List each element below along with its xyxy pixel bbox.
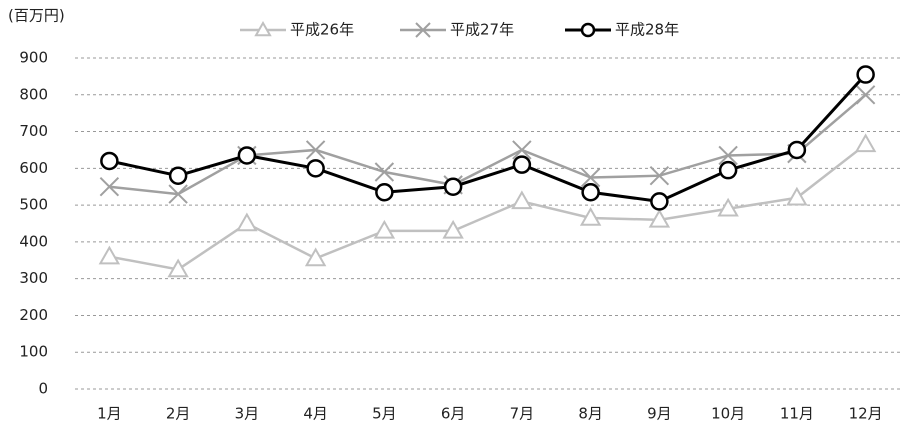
marker	[855, 85, 876, 105]
marker	[511, 190, 533, 210]
x-tick-label: 5月	[372, 405, 397, 423]
marker	[650, 192, 669, 211]
legend-label: 平成27年	[450, 21, 514, 39]
marker	[100, 151, 119, 171]
marker	[237, 146, 257, 165]
x-tick-label: 12月	[849, 405, 883, 423]
x-tick-label: 2月	[166, 405, 191, 423]
y-tick-label: 800	[19, 85, 48, 103]
marker	[717, 197, 739, 217]
marker	[512, 140, 532, 160]
marker	[168, 166, 188, 185]
marker	[167, 258, 189, 278]
y-tick-label: 500	[19, 196, 48, 214]
marker	[254, 20, 272, 37]
marker	[581, 182, 600, 202]
marker	[580, 22, 596, 38]
marker	[98, 245, 121, 265]
series-line	[109, 73, 867, 203]
y-axis-label: (百万円)	[8, 7, 65, 25]
marker	[374, 162, 395, 182]
marker	[236, 212, 258, 232]
x-tick-label: 10月	[711, 405, 745, 423]
y-tick-label: 0	[38, 380, 48, 398]
marker	[373, 219, 396, 239]
y-tick-label: 900	[19, 49, 48, 67]
series-line	[109, 93, 867, 196]
marker	[375, 182, 394, 202]
x-tick-label: 6月	[441, 405, 466, 423]
y-tick-label: 600	[19, 159, 48, 177]
y-tick-label: 700	[19, 122, 48, 140]
marker	[168, 184, 188, 204]
marker	[442, 219, 464, 239]
x-tick-label: 8月	[578, 405, 603, 423]
marker	[649, 165, 670, 186]
marker	[854, 133, 877, 153]
x-tick-label: 4月	[303, 405, 328, 423]
y-tick-label: 300	[19, 269, 48, 287]
x-tick-label: 7月	[510, 405, 535, 423]
marker	[512, 155, 532, 174]
marker	[580, 167, 601, 188]
marker	[718, 145, 738, 166]
x-tick-label: 9月	[647, 405, 672, 423]
series-line	[109, 143, 867, 271]
y-tick-label: 400	[19, 232, 48, 250]
marker	[648, 208, 671, 228]
marker	[306, 159, 325, 178]
marker	[99, 177, 120, 197]
marker	[786, 186, 808, 206]
marker	[718, 160, 738, 180]
x-tick-label: 3月	[235, 405, 260, 423]
marker	[443, 177, 463, 196]
x-tick-label: 1月	[97, 405, 122, 423]
legend-label: 平成26年	[290, 21, 354, 39]
y-tick-label: 100	[19, 343, 48, 361]
y-tick-label: 200	[19, 306, 48, 324]
marker	[579, 206, 602, 226]
marker	[304, 247, 327, 267]
marker	[415, 22, 431, 38]
marker	[856, 65, 875, 84]
marker	[305, 140, 326, 160]
legend-label: 平成28年	[615, 21, 679, 39]
x-tick-label: 11月	[780, 405, 814, 423]
marker	[787, 140, 807, 160]
